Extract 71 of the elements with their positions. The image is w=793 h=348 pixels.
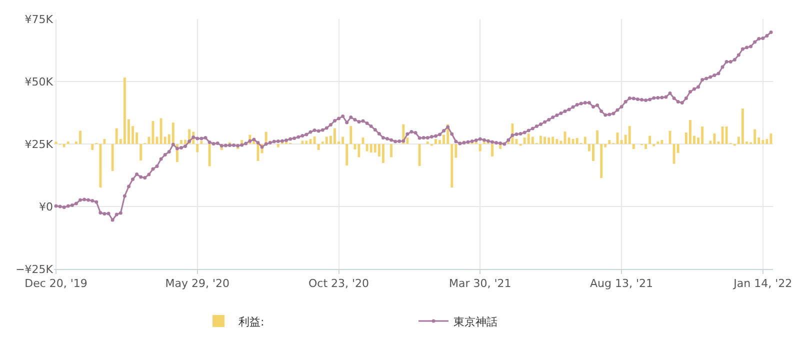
bar — [99, 144, 102, 188]
bar — [382, 144, 384, 163]
bar — [325, 136, 328, 144]
bar — [115, 128, 118, 144]
x-tick-label: Dec 20, '19 — [24, 277, 88, 290]
x-tick-label: Aug 13, '21 — [590, 277, 654, 290]
y-tick-label: −¥25K — [16, 262, 54, 276]
bar — [313, 136, 316, 144]
bar — [766, 139, 768, 144]
bar — [160, 118, 162, 144]
bar — [644, 144, 647, 149]
bar — [648, 136, 652, 144]
y-tick-label: ¥50K — [24, 75, 54, 88]
bar — [418, 144, 421, 166]
bar — [754, 129, 756, 144]
bar — [111, 144, 114, 171]
bar — [741, 108, 744, 144]
bar — [317, 144, 320, 150]
bar — [370, 144, 372, 152]
bar — [572, 139, 574, 144]
bar — [478, 144, 482, 152]
bar — [556, 139, 558, 144]
bar — [140, 144, 142, 160]
bar — [725, 126, 728, 144]
bar — [592, 144, 594, 161]
bar — [632, 144, 635, 149]
bar — [584, 136, 586, 144]
bar — [346, 144, 348, 166]
bar — [180, 140, 182, 144]
bar — [350, 126, 352, 144]
bar — [576, 138, 578, 144]
bar — [148, 136, 150, 144]
bar — [596, 130, 598, 144]
bar — [196, 144, 199, 152]
bar — [540, 136, 542, 144]
y-tick-label: ¥25K — [24, 138, 54, 151]
legend-label: 東京神話 — [454, 315, 498, 328]
bar — [608, 140, 611, 144]
bar — [91, 144, 94, 150]
bar — [123, 78, 126, 144]
bar — [762, 140, 764, 144]
bar — [366, 144, 368, 152]
bar — [552, 136, 554, 144]
legend-label: 利益: — [238, 315, 264, 328]
bar — [660, 140, 664, 144]
bar — [672, 144, 676, 164]
bar — [62, 144, 66, 148]
bar — [450, 144, 454, 188]
bar — [701, 126, 704, 144]
bar — [600, 144, 603, 178]
bar — [79, 130, 82, 144]
bar — [523, 138, 526, 144]
bar — [548, 138, 550, 144]
bar — [531, 136, 534, 144]
x-tick-label: May 29, '20 — [165, 277, 230, 290]
bar — [334, 128, 336, 144]
bar — [688, 120, 692, 144]
bar — [560, 140, 562, 144]
bar — [342, 136, 344, 144]
bar — [301, 140, 304, 144]
x-tick-label: Oct 23, '20 — [308, 277, 370, 290]
y-tick-label: ¥0 — [39, 200, 53, 214]
bar — [713, 134, 716, 144]
bar — [390, 144, 392, 158]
x-tick-label: Jan 14, '22 — [732, 277, 792, 290]
bar — [628, 126, 631, 144]
bar — [544, 136, 546, 144]
x-tick-label: Mar 30, '21 — [449, 277, 512, 290]
y-tick-label: ¥75K — [24, 12, 54, 26]
bar — [374, 144, 376, 152]
bar — [354, 144, 356, 150]
